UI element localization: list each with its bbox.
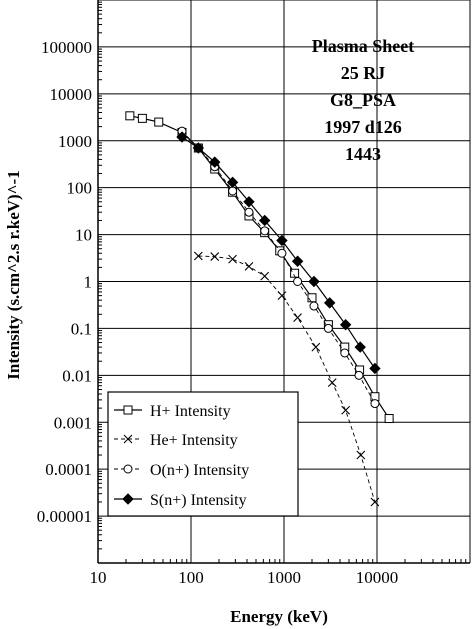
data-point-circle — [370, 399, 380, 409]
data-point-x — [193, 251, 203, 261]
legend-box — [107, 391, 299, 517]
y-tick-label: 0.001 — [54, 413, 92, 432]
data-point-diamond — [276, 234, 288, 247]
x-tick-label: 10 — [90, 568, 107, 587]
data-point-x — [277, 291, 287, 301]
y-tick-label: 100000 — [41, 38, 92, 57]
y-tick-label: 10 — [75, 226, 92, 245]
data-point-x — [341, 405, 351, 415]
legend-label: S(n+) Intensity — [150, 492, 247, 509]
legend-label: H+ Intensity — [150, 403, 231, 420]
annotation-line: Plasma Sheet — [312, 36, 415, 56]
x-tick-label: 10000 — [356, 568, 399, 587]
data-point-x — [327, 378, 337, 387]
data-point-diamond — [339, 318, 352, 331]
data-point-square — [137, 113, 147, 123]
data-point-x — [210, 252, 220, 261]
data-point-x — [123, 434, 133, 444]
annotation-line: 1997 d126 — [324, 117, 402, 137]
y-tick-label: 0.1 — [71, 319, 92, 338]
data-point-diamond — [291, 255, 304, 267]
data-point-diamond — [226, 176, 239, 189]
data-point-square — [384, 414, 394, 424]
data-point-square — [123, 405, 133, 415]
data-point-x — [244, 261, 254, 271]
data-point-circle — [244, 207, 254, 217]
series-line — [198, 255, 376, 503]
annotation-line: 1443 — [345, 144, 381, 164]
series-he-intensity — [193, 251, 380, 507]
data-point-diamond — [122, 493, 134, 505]
data-point-x — [260, 271, 270, 281]
data-point-square — [290, 268, 300, 278]
data-point-diamond — [323, 297, 336, 309]
x-axis-title: Energy (keV) — [230, 607, 328, 626]
data-point-circle — [293, 277, 303, 286]
legend-label: He+ Intensity — [150, 432, 238, 449]
x-tick-label: 100 — [178, 568, 204, 587]
series-layer — [125, 111, 394, 507]
y-tick-label: 0.01 — [62, 366, 92, 385]
data-point-diamond — [354, 341, 366, 353]
legend-label: O(n+) Intensity — [150, 462, 249, 479]
y-tick-label: 10000 — [50, 85, 93, 104]
data-point-x — [370, 497, 380, 507]
data-point-circle — [123, 464, 133, 474]
data-point-diamond — [369, 362, 381, 375]
labels-layer: 100000 10000 1000 100 10 1 0.1 0.01 0.001 0.0001 0… — [4, 38, 398, 626]
data-point-diamond — [308, 275, 320, 288]
annotation-line: G8_PSA — [330, 90, 396, 110]
y-tick-label: 0.00001 — [37, 507, 92, 526]
x-tick-label: 1000 — [267, 568, 301, 587]
y-tick-label: 1 — [84, 273, 93, 292]
legend-layer: H+ Intensity He+ Intensity O(n+) Intensity… — [107, 391, 299, 517]
data-point-x — [311, 342, 321, 352]
axes-layer — [97, 0, 470, 564]
y-tick-label: 0.0001 — [45, 460, 92, 479]
data-point-circle — [354, 370, 364, 380]
data-point-diamond — [258, 214, 271, 227]
series-s-n-intensity — [176, 131, 381, 375]
data-point-circle — [309, 301, 319, 311]
y-tick-label: 100 — [67, 179, 93, 198]
data-point-diamond — [192, 142, 205, 154]
annotation-layer: Plasma Sheet 25 RJ G8_PSA 1997 d126 1443 — [312, 36, 415, 164]
data-point-square — [125, 111, 135, 121]
data-point-circle — [323, 323, 333, 333]
data-point-diamond — [243, 196, 255, 208]
data-point-circle — [277, 248, 287, 258]
data-point-circle — [260, 226, 270, 236]
data-point-square — [307, 293, 317, 303]
data-point-square — [154, 117, 164, 127]
y-axis-title: Intensity (s.cm^2.s r.keV)^-1 — [4, 170, 23, 379]
data-point-x — [228, 254, 237, 264]
data-point-diamond — [209, 156, 221, 168]
data-point-x — [293, 313, 302, 322]
data-point-diamond — [176, 131, 188, 143]
annotation-line: 25 RJ — [341, 63, 386, 83]
data-point-x — [356, 450, 366, 460]
data-point-circle — [228, 186, 238, 196]
y-tick-label: 1000 — [58, 132, 92, 151]
data-point-circle — [340, 348, 350, 358]
series-o-n-intensity — [177, 126, 380, 409]
